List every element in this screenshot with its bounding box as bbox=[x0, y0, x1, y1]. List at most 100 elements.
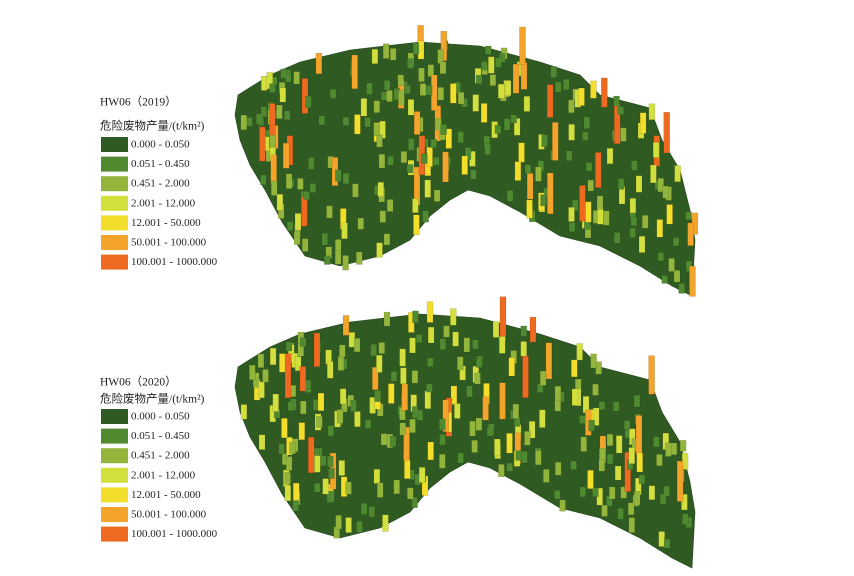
block bbox=[687, 222, 694, 246]
block bbox=[624, 420, 631, 430]
block bbox=[617, 507, 624, 520]
block bbox=[614, 232, 621, 244]
block bbox=[457, 356, 464, 371]
block bbox=[506, 433, 513, 454]
legend-unit: 危险废物产量/(t/km²) bbox=[100, 119, 205, 133]
block bbox=[442, 151, 449, 183]
block bbox=[335, 515, 342, 530]
block bbox=[485, 45, 492, 55]
block bbox=[284, 485, 291, 502]
block bbox=[601, 77, 608, 108]
block bbox=[284, 110, 291, 120]
block bbox=[419, 83, 427, 96]
block bbox=[328, 467, 335, 479]
block bbox=[401, 383, 408, 411]
block bbox=[518, 142, 525, 163]
block bbox=[315, 53, 323, 75]
block bbox=[260, 174, 267, 186]
block bbox=[663, 485, 670, 497]
block bbox=[374, 390, 381, 402]
block bbox=[578, 87, 585, 106]
block bbox=[279, 353, 286, 373]
block bbox=[376, 354, 383, 373]
block bbox=[494, 438, 501, 457]
block bbox=[521, 450, 528, 464]
block bbox=[597, 207, 604, 225]
block bbox=[550, 66, 557, 78]
block bbox=[390, 371, 398, 382]
block bbox=[606, 453, 614, 465]
block bbox=[555, 81, 562, 93]
block bbox=[413, 214, 420, 236]
block bbox=[439, 338, 446, 350]
block bbox=[301, 78, 309, 114]
block bbox=[512, 63, 520, 94]
block bbox=[289, 442, 296, 455]
block bbox=[464, 147, 472, 160]
block bbox=[673, 270, 681, 283]
block bbox=[439, 61, 447, 74]
legend-label: 12.001 - 50.000 bbox=[131, 489, 201, 501]
block bbox=[280, 68, 287, 79]
block bbox=[397, 74, 404, 87]
block bbox=[380, 433, 388, 446]
block bbox=[498, 83, 505, 99]
legend-label: 0.451 - 2.000 bbox=[131, 450, 190, 462]
block bbox=[639, 112, 647, 134]
block bbox=[368, 506, 375, 518]
block bbox=[404, 460, 411, 479]
block bbox=[474, 372, 481, 385]
block bbox=[454, 403, 461, 419]
map bbox=[234, 25, 699, 297]
block bbox=[259, 126, 266, 162]
legend-swatch bbox=[101, 137, 128, 152]
block bbox=[426, 383, 433, 393]
block bbox=[546, 84, 554, 118]
block bbox=[293, 482, 300, 502]
block bbox=[427, 441, 434, 461]
legend-swatch bbox=[101, 195, 128, 211]
block bbox=[596, 195, 604, 210]
block bbox=[258, 434, 266, 450]
block bbox=[269, 134, 276, 148]
block bbox=[398, 90, 405, 106]
block bbox=[579, 415, 586, 424]
block bbox=[601, 504, 608, 517]
block bbox=[440, 124, 447, 135]
block bbox=[284, 353, 292, 399]
block bbox=[261, 75, 268, 91]
block bbox=[329, 88, 337, 99]
block bbox=[480, 103, 488, 123]
block bbox=[665, 442, 672, 457]
block bbox=[424, 390, 431, 409]
legend-swatch bbox=[101, 526, 128, 542]
block bbox=[613, 95, 620, 107]
block bbox=[603, 210, 610, 226]
block bbox=[412, 42, 420, 55]
block bbox=[595, 152, 602, 188]
block bbox=[590, 353, 597, 369]
block bbox=[526, 172, 534, 200]
legend-swatch bbox=[101, 215, 128, 231]
block bbox=[476, 74, 483, 84]
block bbox=[439, 453, 446, 469]
block bbox=[240, 404, 248, 420]
block bbox=[670, 442, 678, 456]
block bbox=[450, 308, 457, 326]
block bbox=[663, 112, 670, 154]
block bbox=[628, 447, 635, 464]
block bbox=[631, 160, 638, 171]
block bbox=[400, 151, 408, 163]
block bbox=[327, 361, 334, 379]
block bbox=[484, 143, 491, 156]
block bbox=[520, 62, 528, 90]
block bbox=[489, 74, 497, 86]
block bbox=[526, 199, 533, 219]
block bbox=[339, 388, 347, 405]
block bbox=[356, 251, 363, 265]
block bbox=[422, 210, 429, 223]
block bbox=[386, 199, 394, 212]
block bbox=[461, 155, 468, 175]
block bbox=[629, 227, 636, 238]
block bbox=[587, 179, 594, 192]
